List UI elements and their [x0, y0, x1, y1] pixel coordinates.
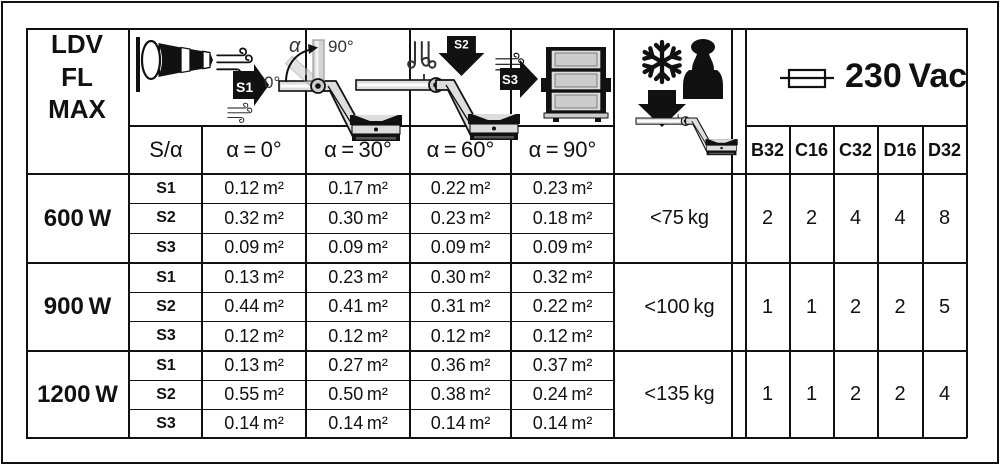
svg-text:S1: S1: [236, 79, 253, 95]
svg-text:S3: S3: [502, 72, 518, 87]
svg-text:α: α: [289, 35, 301, 57]
svg-text:90°: 90°: [328, 37, 354, 56]
svg-text:S2: S2: [454, 38, 469, 52]
svg-text:230 Vac: 230 Vac: [845, 57, 967, 95]
svg-text:0°: 0°: [264, 73, 280, 92]
